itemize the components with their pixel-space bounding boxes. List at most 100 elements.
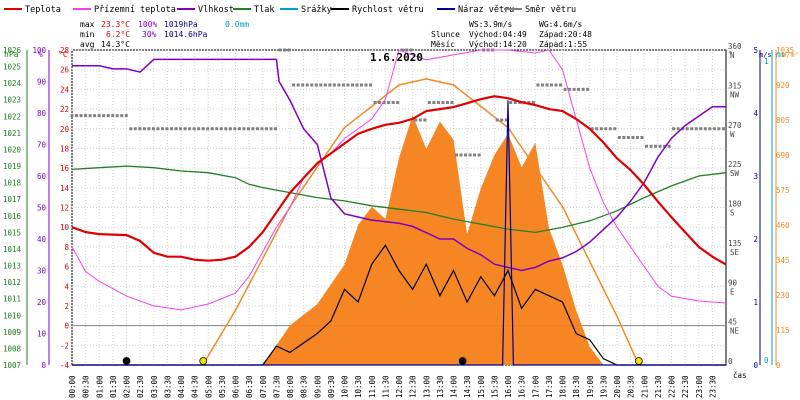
hpa-tick-label: 1013 xyxy=(3,262,21,271)
hpa-tick-label: 1016 xyxy=(3,212,22,221)
wm2-tick-label: 1035 xyxy=(776,46,794,55)
wind-direction-point xyxy=(165,127,169,131)
wm2-tick-label: 115 xyxy=(776,326,790,335)
legend-label: Náraz větru xyxy=(458,5,514,15)
wind-direction-point xyxy=(500,118,504,122)
hpa-tick-label: 1008 xyxy=(3,344,22,353)
dir-tick-label: 0 xyxy=(728,357,733,366)
time-tick-label: 21:00 xyxy=(640,375,649,398)
wind-direction-point xyxy=(617,136,621,139)
wind-direction-point xyxy=(224,127,228,131)
hpa-tick-label: 1025 xyxy=(3,63,21,72)
wind-direction-point xyxy=(255,127,259,131)
wind-direction-point xyxy=(590,127,594,131)
time-tick-label: 14:00 xyxy=(450,375,459,398)
wind-direction-point xyxy=(414,118,418,122)
time-tick-label: 00:30 xyxy=(82,375,91,398)
pct-tick-label: 20 xyxy=(37,298,47,307)
wind-direction-point xyxy=(174,127,178,131)
dir-tick-compass: W xyxy=(730,130,735,139)
pct-tick-label: 0 xyxy=(41,361,46,370)
legend-label: Směr větru xyxy=(525,5,576,15)
wind-direction-point xyxy=(577,87,581,91)
wind-direction-point xyxy=(626,136,630,139)
legend-label: Tlak xyxy=(254,5,274,15)
temp-tick-label: 4 xyxy=(64,282,69,291)
temp-tick-label: 14 xyxy=(60,184,70,193)
time-tick-label: 14:30 xyxy=(463,375,472,398)
pct-tick-label: 60 xyxy=(37,172,47,181)
wm2-tick-label: 805 xyxy=(776,116,790,125)
pct-tick-label: 80 xyxy=(37,109,47,118)
wind-direction-point xyxy=(441,101,445,104)
dir-tick-label: 270 xyxy=(728,121,742,130)
time-tick-label: 10:30 xyxy=(354,375,363,398)
wind-direction-point xyxy=(649,144,653,148)
stats-min-label: min xyxy=(80,30,95,39)
temp-tick-label: 8 xyxy=(64,243,69,252)
info-moonset: Západ:1:55 xyxy=(539,40,587,49)
temp-axis-title: °C xyxy=(58,50,68,59)
pct-tick-label: 30 xyxy=(37,267,47,276)
wind-direction-point xyxy=(346,83,350,87)
wind-direction-point xyxy=(531,101,535,104)
wind-direction-point xyxy=(495,118,499,122)
wind-direction-point xyxy=(233,127,237,131)
time-tick-label: 19:30 xyxy=(599,375,608,398)
stats-rain: 0.0mm xyxy=(225,20,249,29)
hpa-tick-label: 1017 xyxy=(3,195,21,204)
wind-direction-point xyxy=(721,127,725,131)
ms-tick-label: 2 xyxy=(753,235,758,244)
wind-direction-point xyxy=(387,101,391,104)
stats-max-pressure: 1019hPa xyxy=(164,20,198,29)
time-tick-label: 09:30 xyxy=(327,375,336,398)
wind-direction-point xyxy=(242,127,246,131)
wind-direction-point xyxy=(545,83,549,87)
pct-tick-label: 100 xyxy=(32,46,46,55)
hpa-axis-title: hPa xyxy=(4,50,19,59)
wind-direction-point xyxy=(84,114,88,118)
time-tick-label: 15:30 xyxy=(490,375,499,398)
series-lines xyxy=(70,48,727,366)
dir-tick-label: 180 xyxy=(728,200,742,209)
hpa-tick-label: 1022 xyxy=(3,112,21,121)
wind-direction-point xyxy=(287,48,291,52)
wind-direction-point xyxy=(708,127,712,131)
wind-direction-point xyxy=(278,48,282,52)
stats-avg-temp: 14.3°C xyxy=(101,40,130,49)
temp-tick-label: 12 xyxy=(60,204,69,213)
time-tick-label: 01:00 xyxy=(95,375,104,398)
wind-direction-point xyxy=(228,127,232,131)
wind-direction-point xyxy=(219,127,223,131)
wm2-tick-label: 0 xyxy=(776,361,781,370)
temp-tick-label: 20 xyxy=(60,125,70,134)
wind-direction-point xyxy=(97,114,101,118)
dir-tick-label: 45 xyxy=(728,318,737,327)
wind-direction-point xyxy=(314,83,318,87)
wind-direction-point xyxy=(364,83,368,87)
time-tick-label: 01:30 xyxy=(109,375,118,398)
wm2-tick-label: 575 xyxy=(776,186,790,195)
info-sunset: Západ:20:48 xyxy=(539,30,592,39)
wind-speed-line xyxy=(72,244,726,366)
hpa-tick-label: 1018 xyxy=(3,179,22,188)
wind-direction-point xyxy=(251,127,255,131)
wind-direction-point xyxy=(192,127,196,131)
wind-direction-point xyxy=(581,87,585,91)
time-tick-label: 07:30 xyxy=(272,375,281,398)
wind-direction-point xyxy=(513,101,517,104)
ms-axis-title: m/s xyxy=(759,51,772,59)
wind-direction-point xyxy=(337,83,341,87)
temp-tick-label: 18 xyxy=(60,144,70,153)
chart-date: 1.6.2020 xyxy=(370,51,423,64)
time-tick-label: 15:00 xyxy=(477,375,486,398)
wind-direction-point xyxy=(436,101,440,104)
wind-direction-point xyxy=(676,127,680,131)
ms-tick-label: 0 xyxy=(753,361,758,370)
wind-direction-point xyxy=(292,83,296,87)
temperature-line xyxy=(71,95,727,266)
time-tick-label: 11:00 xyxy=(368,375,377,398)
time-tick-label: 02:00 xyxy=(123,375,132,398)
wind-direction-point xyxy=(622,136,626,139)
wind-direction-point xyxy=(296,83,300,87)
